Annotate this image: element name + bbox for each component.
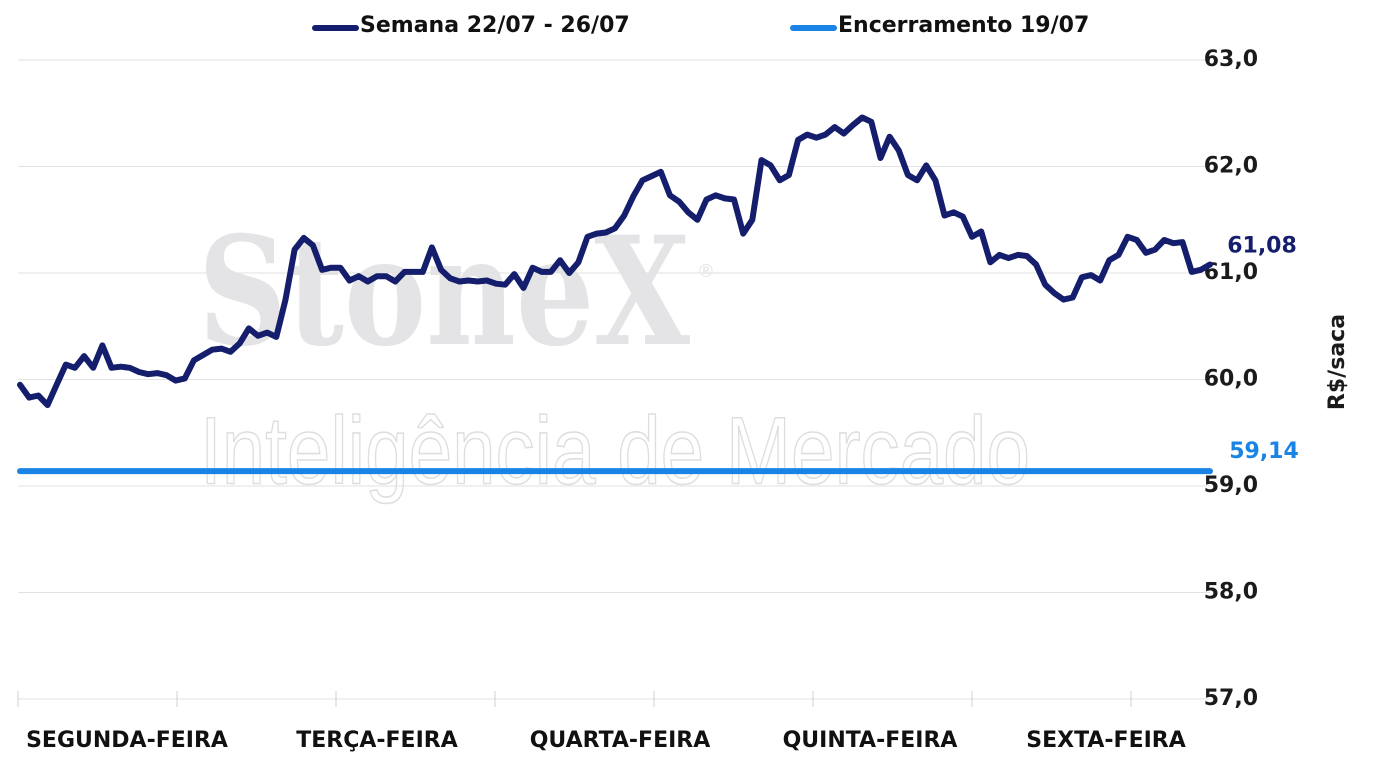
x-category-label: QUARTA-FEIRA: [530, 728, 711, 753]
watermark-mark: ®: [697, 261, 715, 282]
reference-value-label: 59,14: [1229, 439, 1299, 464]
watermark-text: Inteligência de Mercado: [200, 397, 1030, 504]
x-category-label: TERÇA-FEIRA: [296, 728, 458, 753]
legend-label: Encerramento 19/07: [838, 13, 1089, 38]
y-tick-label: 58,0: [1204, 580, 1258, 605]
series-line: [17, 114, 1213, 409]
x-category-label: SEXTA-FEIRA: [1026, 728, 1186, 753]
y-tick-label: 59,0: [1204, 473, 1258, 498]
y-tick-label: 57,0: [1204, 686, 1258, 711]
x-category-label: QUINTA-FEIRA: [783, 728, 958, 753]
legend-label: Semana 22/07 - 26/07: [360, 13, 630, 38]
y-tick-label: 63,0: [1204, 47, 1258, 72]
y-tick-label: 62,0: [1204, 154, 1258, 179]
x-category-label: SEGUNDA-FEIRA: [26, 728, 228, 753]
watermark: StoneX ® Inteligência de Mercado: [198, 204, 1031, 505]
y-axis-title: R$/saca: [1325, 314, 1350, 410]
y-tick-label: 60,0: [1204, 367, 1258, 392]
end-value-label: 61,08: [1227, 233, 1297, 258]
